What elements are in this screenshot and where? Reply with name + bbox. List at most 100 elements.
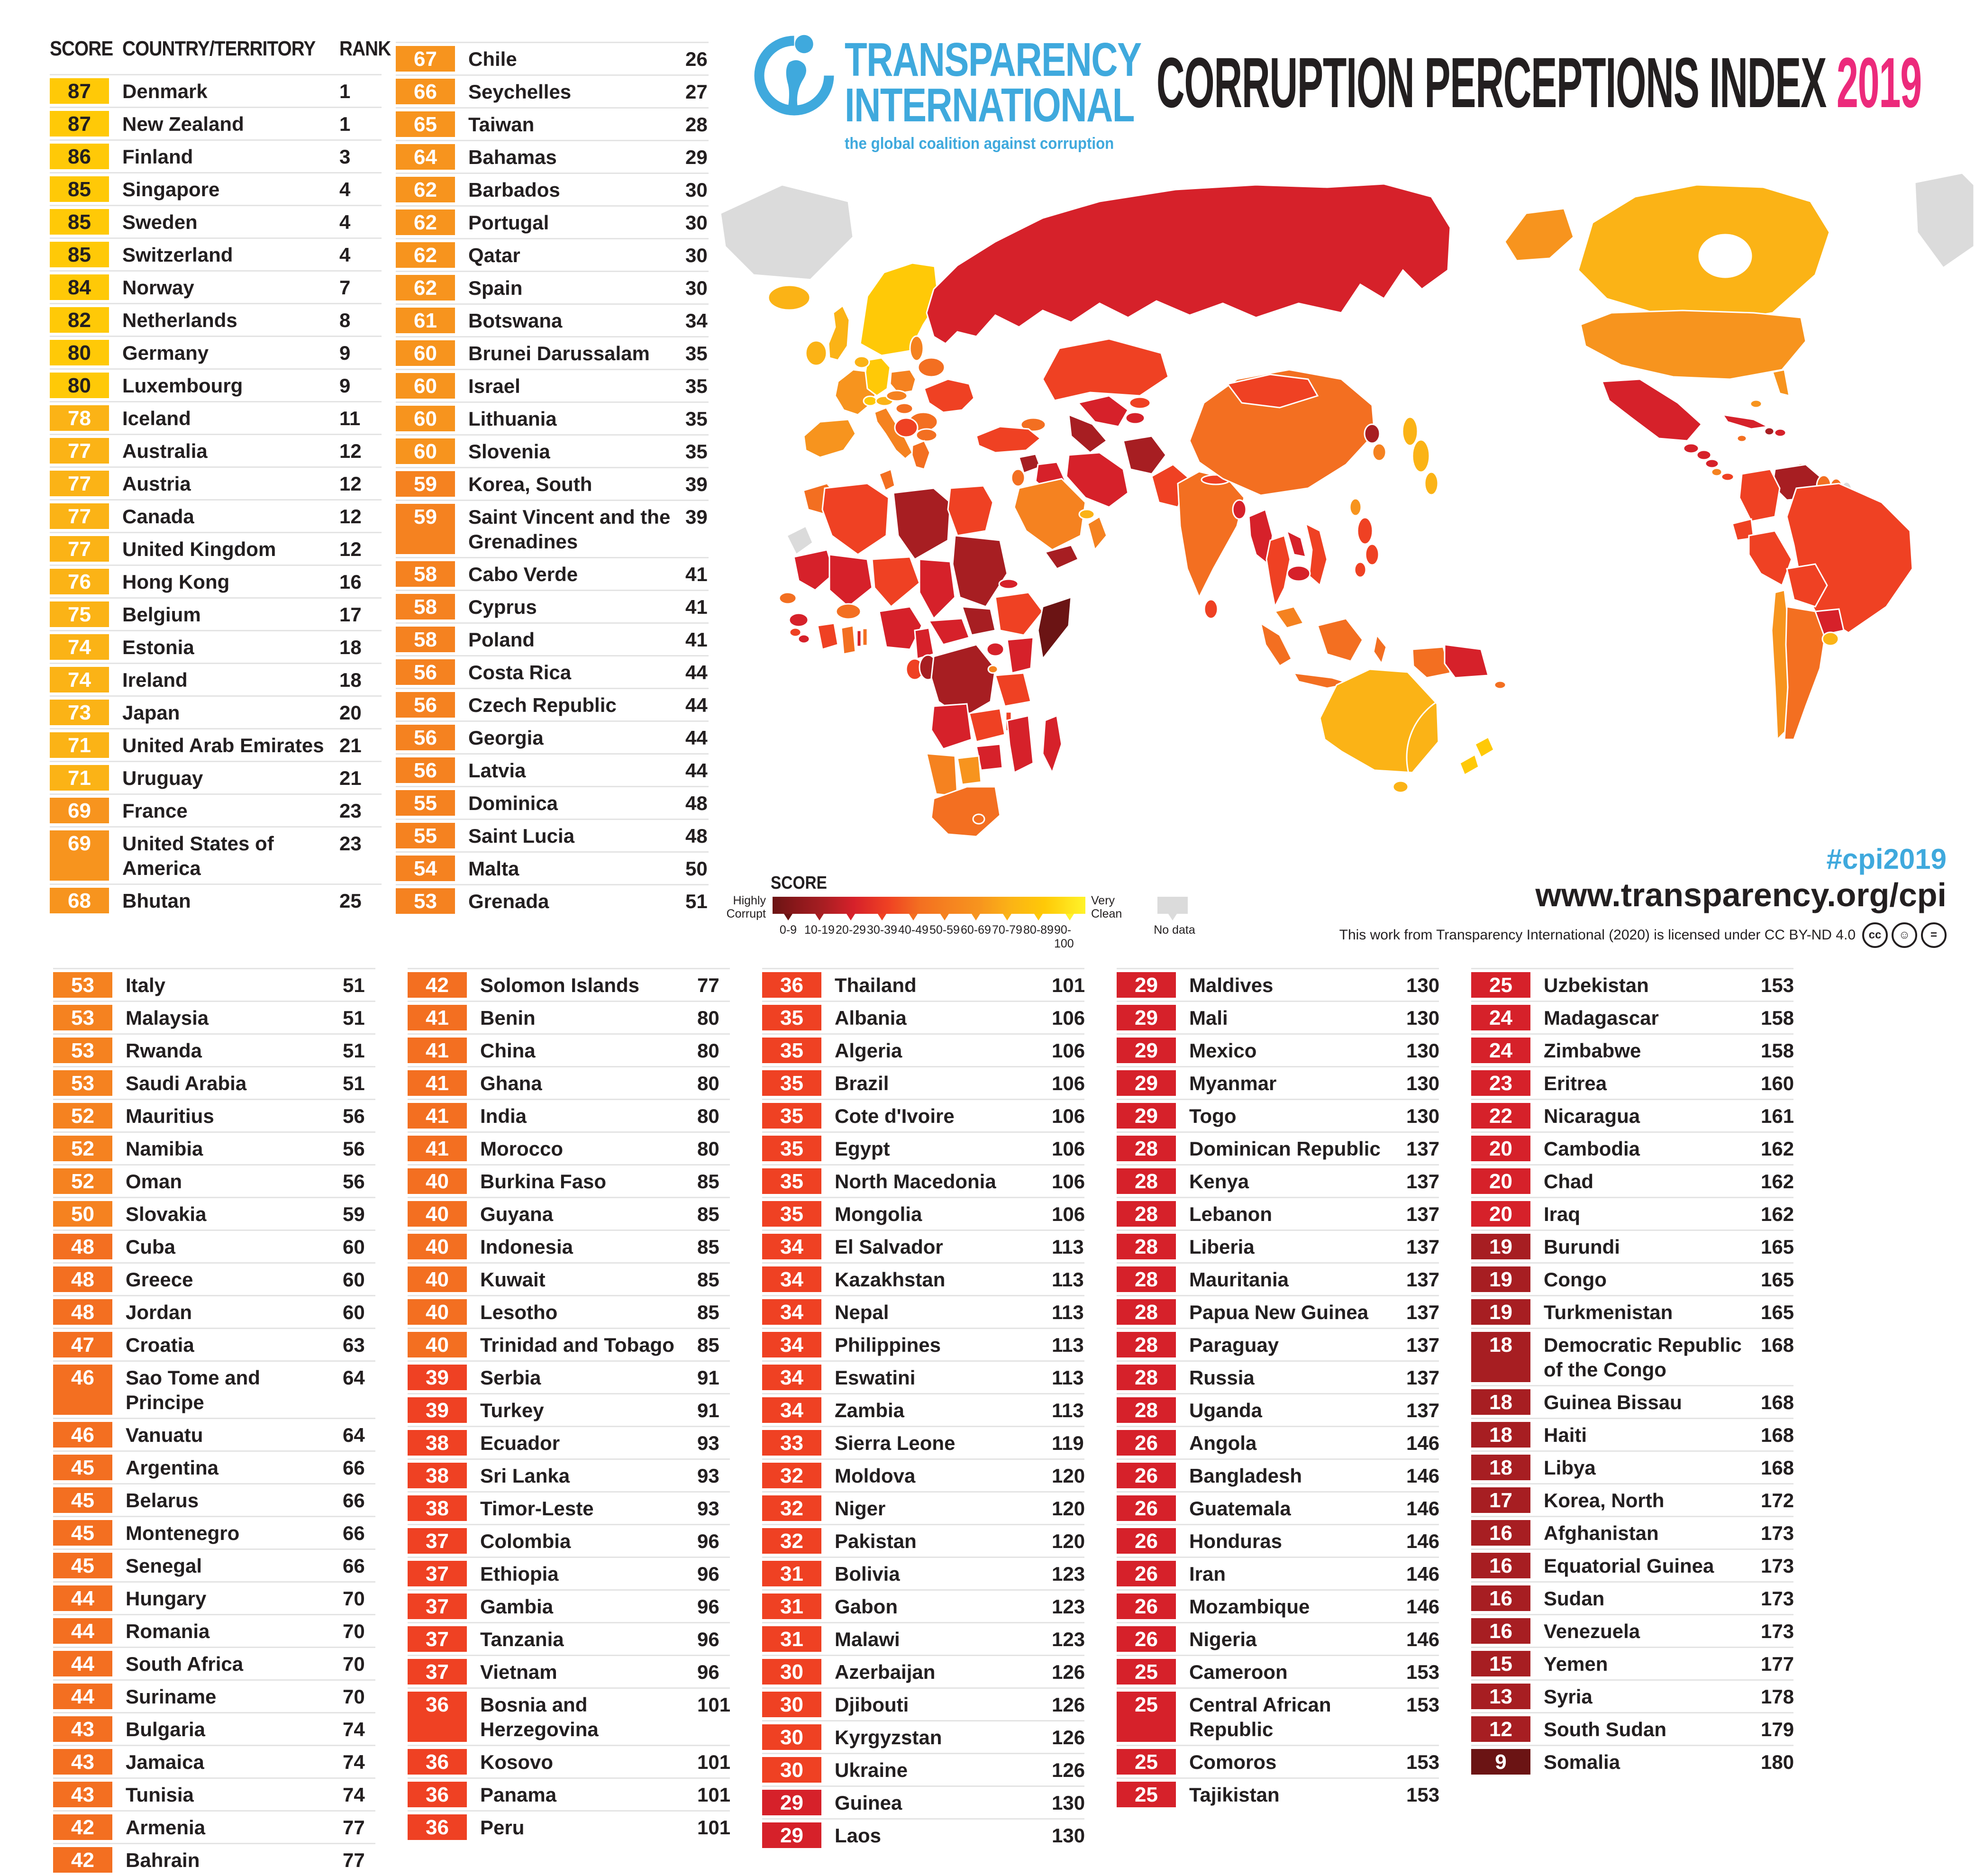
score-cell: 37 [408, 1594, 467, 1619]
rank-value: 158 [1761, 1007, 1794, 1029]
score-cell: 41 [408, 1103, 467, 1129]
rank-value: 9 [339, 342, 351, 364]
score-cell: 32 [762, 1495, 821, 1521]
rank-value: 146 [1406, 1530, 1440, 1552]
country-name: Saint Vincent and the Grenadines [468, 506, 671, 553]
col-header-score: SCORE [50, 37, 113, 60]
table-bottom-1: 53 Italy 51 53 Malaysia 51 53 Rwanda 51 53 Saudi A… [53, 968, 375, 1876]
rank-value: 173 [1761, 1587, 1794, 1610]
rank-value: 41 [685, 628, 708, 651]
country-name: Congo [1544, 1268, 1607, 1291]
table-row: 42 Armenia 77 [53, 1810, 375, 1843]
score-cell: 53 [53, 1070, 112, 1096]
rank-value: 173 [1761, 1620, 1794, 1642]
score-cell: 20 [1471, 1168, 1530, 1194]
table-row: 35 North Macedonia 106 [762, 1164, 1085, 1197]
rank-value: 146 [1406, 1595, 1440, 1618]
score-cell: 34 [762, 1397, 821, 1423]
score-cell: 33 [762, 1430, 821, 1456]
hashtag-link[interactable]: #cpi2019 [1826, 843, 1947, 875]
map-region-greenland-east [1914, 172, 1975, 269]
score-cell: 48 [53, 1266, 112, 1292]
country-name: Brunei Darussalam [468, 342, 650, 364]
country-name: Azerbaijan [835, 1661, 936, 1683]
country-name: Bangladesh [1189, 1465, 1302, 1487]
score-cell: 58 [396, 627, 455, 652]
rank-value: 177 [1761, 1653, 1794, 1675]
rank-value: 113 [1052, 1301, 1084, 1323]
country-name: Romania [126, 1620, 210, 1642]
table-row: 52 Namibia 56 [53, 1131, 375, 1164]
table-bottom-4: 29 Maldives 130 29 Mali 130 29 Mexico 130 29 Myanm… [1117, 968, 1439, 1810]
legend-tick: 90-100 [1054, 914, 1085, 951]
score-cell: 41 [408, 1005, 467, 1030]
map-region-korea-south [1372, 443, 1387, 462]
country-name: Eritrea [1544, 1072, 1607, 1094]
legend-tick: 60-69 [960, 914, 992, 951]
country-name: Gabon [835, 1595, 898, 1618]
rank-value: 85 [697, 1268, 719, 1291]
table-row: 42 Solomon Islands 77 [408, 968, 730, 1001]
country-name: Norway [122, 276, 194, 299]
country-name: Bhutan [122, 890, 191, 912]
table-row: 35 Mongolia 106 [762, 1197, 1085, 1229]
rank-value: 23 [339, 832, 362, 855]
map-region-peru [1748, 530, 1793, 587]
country-name: Switzerland [122, 244, 233, 266]
score-cell: 30 [762, 1724, 821, 1750]
score-cell: 40 [408, 1234, 467, 1259]
map-region-czech-slovakia [885, 390, 908, 402]
score-cell: 34 [762, 1365, 821, 1390]
rank-value: 130 [1406, 1105, 1440, 1127]
table-row: 53 Italy 51 [53, 968, 375, 1001]
table-row: 28 Mauritania 137 [1117, 1262, 1439, 1295]
table-row: 22 Nicaragua 161 [1471, 1099, 1794, 1131]
country-name: Kyrgyzstan [835, 1726, 942, 1749]
score-cell: 32 [762, 1463, 821, 1488]
country-name: Korea, South [468, 473, 592, 495]
table-row: 13 Syria 178 [1471, 1679, 1794, 1712]
rank-value: 26 [685, 48, 708, 70]
rank-value: 93 [697, 1465, 719, 1487]
legend-tick-label: 40-49 [898, 923, 928, 937]
legend-tick-marker [940, 914, 949, 920]
website-url-link[interactable]: www.transparency.org/cpi [1535, 876, 1947, 913]
score-cell: 26 [1117, 1594, 1176, 1619]
rank-value: 101 [697, 1751, 731, 1773]
country-name: Hungary [126, 1587, 207, 1610]
score-cell: 22 [1471, 1103, 1530, 1129]
table-row: 24 Zimbabwe 158 [1471, 1033, 1794, 1066]
table-row: 64 Bahamas 29 [396, 140, 709, 173]
table-row: 86 Finland 3 [50, 139, 382, 172]
rank-value: 85 [697, 1236, 719, 1258]
map-region-senegal [778, 592, 797, 605]
table-row: 43 Bulgaria 74 [53, 1712, 375, 1745]
map-region-mozambique [1006, 715, 1034, 774]
rank-value: 113 [1052, 1268, 1084, 1291]
country-name: Namibia [126, 1138, 203, 1160]
score-cell: 44 [53, 1618, 112, 1644]
rank-value: 4 [339, 211, 351, 233]
score-cell: 85 [50, 209, 109, 235]
map-region-ghana [840, 625, 856, 655]
table-row: 85 Singapore 4 [50, 172, 382, 205]
rank-value: 93 [697, 1497, 719, 1520]
rank-value: 56 [343, 1138, 365, 1160]
score-cell: 86 [50, 144, 109, 169]
rank-value: 165 [1761, 1268, 1794, 1291]
map-region-japan [1402, 416, 1439, 496]
table-row: 37 Ethiopia 96 [408, 1557, 730, 1589]
table-row: 29 Mali 130 [1117, 1001, 1439, 1033]
table-row: 41 Ghana 80 [408, 1066, 730, 1099]
map-region-oman [1087, 515, 1108, 552]
country-name: Gambia [480, 1595, 554, 1618]
table-row: 53 Malaysia 51 [53, 1001, 375, 1033]
map-region-egypt [947, 485, 994, 537]
legend-ticks: 0-9 10-19 20-29 30-39 40-49 50-59 60-69 70-79 80… [773, 914, 1085, 951]
country-name: Bosnia and Herzegovina [480, 1694, 599, 1740]
score-cell: 29 [1117, 1103, 1176, 1129]
creative-commons-icons: cc ☺ = [1862, 922, 1947, 948]
rank-value: 74 [343, 1784, 365, 1806]
map-region-tasmania [1392, 780, 1409, 793]
country-name: Tajikistan [1189, 1784, 1280, 1806]
